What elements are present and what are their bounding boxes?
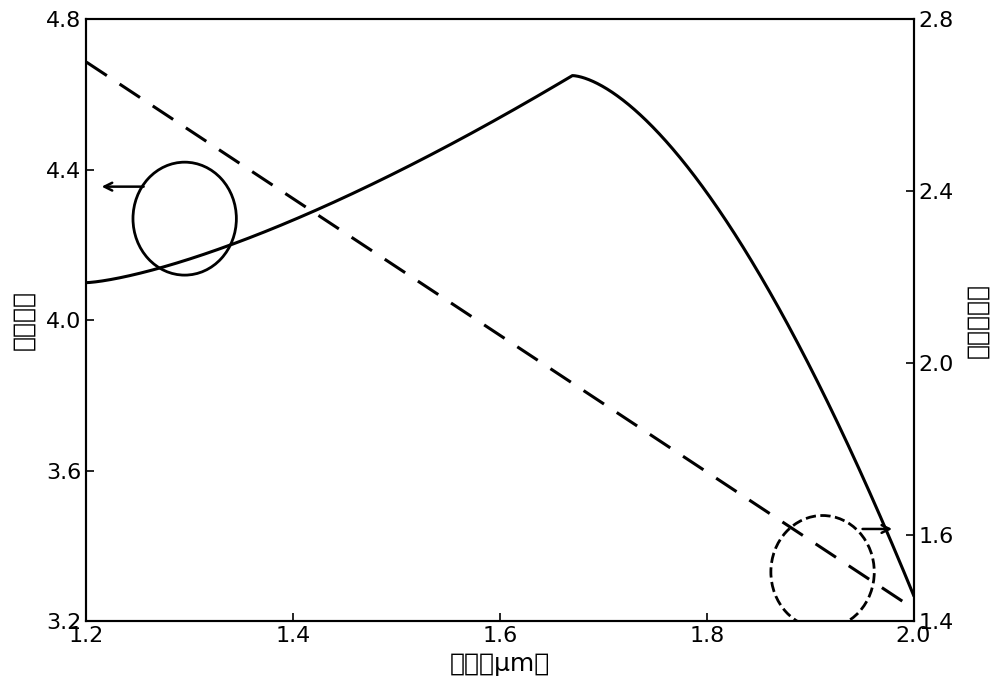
Y-axis label: 有效折射率: 有效折射率 <box>965 283 989 358</box>
X-axis label: 波长（μm）: 波长（μm） <box>450 652 550 676</box>
Y-axis label: 群折射率: 群折射率 <box>11 291 35 350</box>
